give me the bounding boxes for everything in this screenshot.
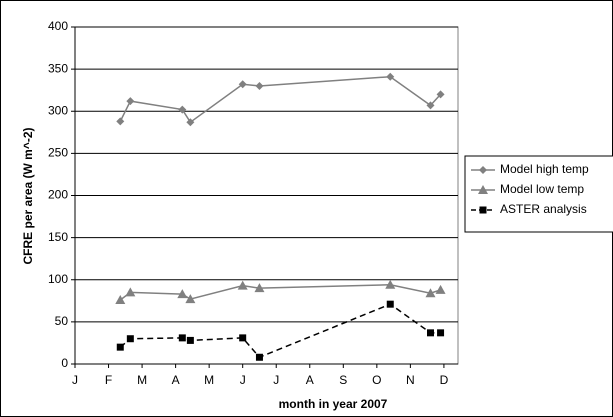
y-tick-label: 200 — [48, 188, 68, 202]
y-tick-label: 350 — [48, 61, 68, 75]
legend-marker — [478, 185, 488, 194]
data-point — [177, 289, 188, 299]
data-point — [186, 336, 194, 344]
x-tick-label: O — [372, 373, 381, 387]
data-point — [178, 105, 187, 114]
y-tick-label: 100 — [48, 272, 68, 286]
y-tick-label: 300 — [48, 103, 68, 117]
y-tick-label: 0 — [61, 356, 68, 370]
legend-marker — [479, 206, 487, 214]
data-point — [178, 334, 186, 342]
legend-label: ASTER analysis — [500, 202, 587, 216]
data-point — [185, 294, 196, 304]
data-point — [385, 279, 396, 289]
y-tick-label: 400 — [48, 19, 68, 33]
data-point — [426, 101, 435, 110]
data-point — [116, 343, 124, 351]
x-tick-label: F — [105, 373, 112, 387]
legend-marker — [479, 166, 487, 174]
x-tick-label: J — [72, 373, 78, 387]
y-axis-title: CFRE per area (W m^-2) — [21, 127, 35, 264]
x-tick-label: J — [240, 373, 246, 387]
x-tick-label: D — [440, 373, 449, 387]
data-point — [386, 300, 394, 308]
data-point — [186, 118, 195, 127]
legend-label: Model low temp — [500, 182, 584, 196]
y-tick-label: 150 — [48, 230, 68, 244]
x-tick-label: N — [406, 373, 415, 387]
data-point — [425, 288, 436, 298]
data-point — [116, 117, 125, 126]
data-point — [237, 280, 248, 290]
data-point — [386, 72, 395, 81]
data-point — [437, 329, 445, 337]
data-point — [426, 329, 434, 337]
x-tick-label: J — [273, 373, 279, 387]
data-point — [239, 334, 247, 342]
data-point — [255, 353, 263, 361]
y-tick-label: 250 — [48, 146, 68, 160]
x-axis-title: month in year 2007 — [279, 397, 388, 411]
data-point — [254, 283, 265, 293]
data-point — [435, 284, 446, 294]
data-point — [125, 287, 136, 297]
x-tick-label: A — [306, 373, 314, 387]
legend-label: Model high temp — [500, 162, 589, 176]
data-point — [126, 335, 134, 343]
x-tick-label: M — [204, 373, 214, 387]
y-tick-label: 50 — [55, 314, 69, 328]
data-point — [238, 80, 247, 89]
data-point — [115, 294, 126, 304]
x-tick-label: S — [339, 373, 347, 387]
legend-box — [464, 155, 613, 233]
x-tick-label: A — [172, 373, 180, 387]
data-point — [255, 81, 264, 90]
data-point — [126, 97, 135, 106]
data-point — [436, 90, 445, 99]
x-tick-label: M — [137, 373, 147, 387]
